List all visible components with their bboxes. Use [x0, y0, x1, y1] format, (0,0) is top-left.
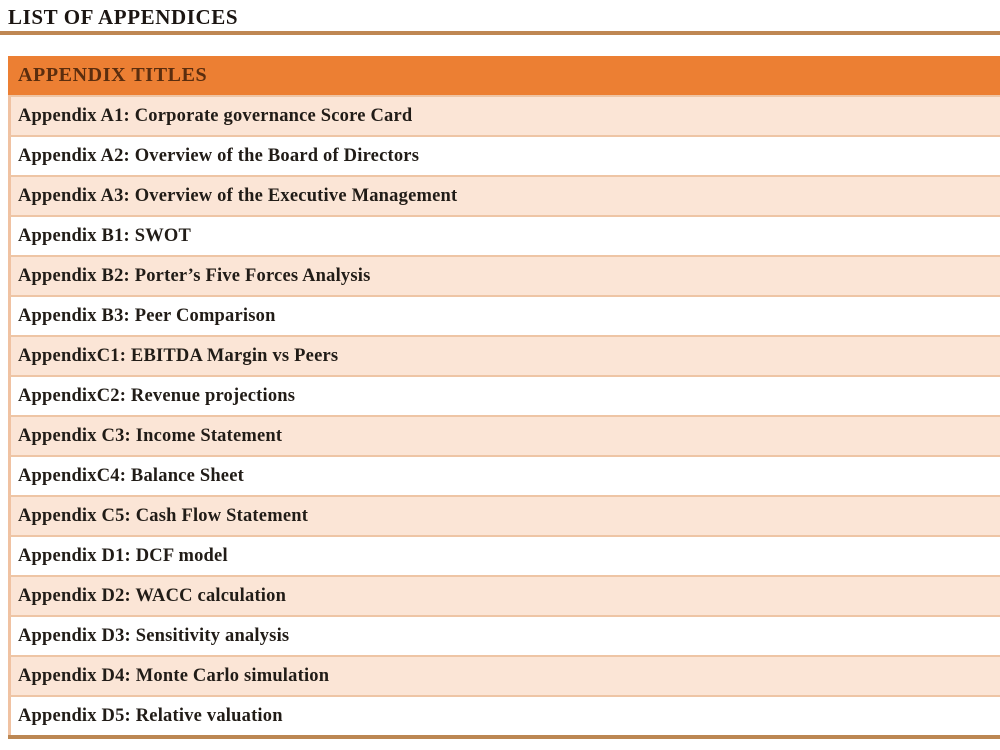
appendix-title: Appendix D1: DCF model: [18, 545, 228, 566]
title-underline-rule: [0, 31, 1000, 35]
appendix-title: AppendixC1: EBITDA Margin vs Peers: [18, 345, 339, 366]
appendix-table: APPENDIX TITLES Appendix A1: Corporate g…: [8, 56, 1000, 739]
appendix-title: Appendix A2: Overview of the Board of Di…: [18, 145, 420, 166]
table-row: Appendix A1: Corporate governance Score …: [8, 95, 1000, 135]
table-row: Appendix C5: Cash Flow Statement: [8, 495, 1000, 535]
table-row: Appendix D2: WACC calculation: [8, 575, 1000, 615]
table-row: AppendixC1: EBITDA Margin vs Peers: [8, 335, 1000, 375]
appendix-title: Appendix D3: Sensitivity analysis: [18, 625, 290, 646]
appendix-title: Appendix A1: Corporate governance Score …: [18, 105, 413, 126]
table-row: Appendix D3: Sensitivity analysis: [8, 615, 1000, 655]
table-row: Appendix D1: DCF model: [8, 535, 1000, 575]
table-header-row: APPENDIX TITLES: [8, 56, 1000, 95]
page-title: LIST OF APPENDICES: [8, 5, 239, 29]
table-row: AppendixC4: Balance Sheet: [8, 455, 1000, 495]
table-row: Appendix A2: Overview of the Board of Di…: [8, 135, 1000, 175]
table-row: AppendixC2: Revenue projections: [8, 375, 1000, 415]
appendix-title: Appendix B2: Porter’s Five Forces Analys…: [18, 265, 371, 286]
appendix-title: AppendixC4: Balance Sheet: [18, 465, 244, 486]
appendix-title: Appendix B3: Peer Comparison: [18, 305, 276, 326]
appendix-title: Appendix C3: Income Statement: [18, 425, 283, 446]
appendix-title: Appendix A3: Overview of the Executive M…: [18, 185, 458, 206]
table-row: Appendix B3: Peer Comparison: [8, 295, 1000, 335]
table-row: Appendix D4: Monte Carlo simulation: [8, 655, 1000, 695]
table-row: Appendix B1: SWOT: [8, 215, 1000, 255]
table-row: Appendix C3: Income Statement: [8, 415, 1000, 455]
appendix-title: Appendix D4: Monte Carlo simulation: [18, 665, 330, 686]
appendix-title: Appendix B1: SWOT: [18, 225, 192, 246]
table-row: Appendix B2: Porter’s Five Forces Analys…: [8, 255, 1000, 295]
appendix-title: Appendix C5: Cash Flow Statement: [18, 505, 309, 526]
table-row: Appendix A3: Overview of the Executive M…: [8, 175, 1000, 215]
table-row: Appendix D5: Relative valuation: [8, 695, 1000, 735]
table-header-label: APPENDIX TITLES: [18, 64, 208, 86]
appendix-title: Appendix D5: Relative valuation: [18, 705, 283, 726]
appendix-title: AppendixC2: Revenue projections: [18, 385, 296, 406]
appendix-title: Appendix D2: WACC calculation: [18, 585, 287, 606]
